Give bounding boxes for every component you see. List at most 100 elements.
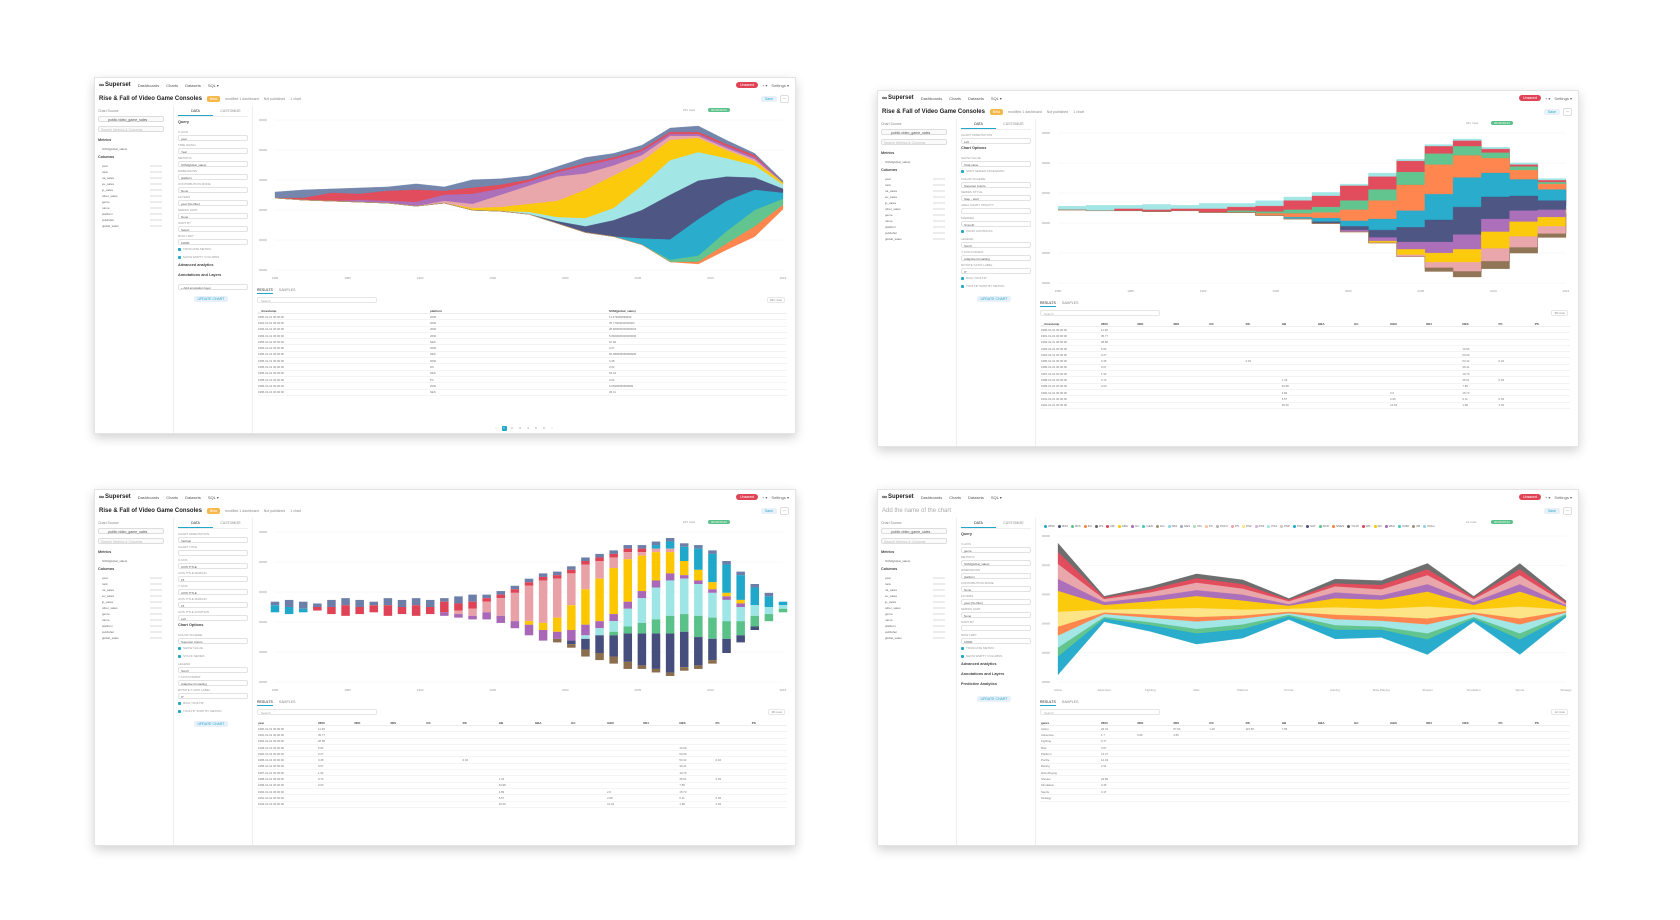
nav-dashboards[interactable]: Dashboards [920, 95, 943, 101]
control-section-header[interactable]: Predictive Analytics [961, 682, 997, 686]
columns-header[interactable]: Columns [98, 567, 115, 571]
column-item[interactable]: name [883, 617, 945, 622]
save-button[interactable]: Save [761, 96, 777, 102]
chart-title[interactable]: Add the name of the chart [882, 508, 952, 514]
page-button[interactable]: 4 [527, 426, 529, 430]
new-menu[interactable]: + ▾ [761, 82, 768, 88]
meta-item[interactable]: Not published [263, 97, 286, 101]
column-item[interactable]: year [100, 575, 162, 580]
legend-item[interactable]: SNES [1332, 524, 1344, 528]
column-header[interactable]: GB [1280, 321, 1317, 327]
control-input[interactable]: None [961, 612, 1031, 618]
checkbox-row[interactable]: SHOW VALUE [178, 646, 248, 650]
control-input[interactable]: Scroll [178, 667, 248, 673]
control-input[interactable]: year [178, 135, 248, 141]
checkbox-icon[interactable] [178, 646, 181, 650]
column-item[interactable]: publisher [883, 629, 945, 634]
tab-results[interactable]: RESULTS [1040, 301, 1056, 307]
checkbox-row[interactable]: RICH TOOLTIP [178, 701, 248, 705]
chart-title[interactable]: Rise & Fall of Video Game Consoles [882, 109, 985, 115]
control-input[interactable]: Superset Colors [961, 182, 1031, 188]
column-header[interactable]: PS [1533, 720, 1570, 726]
control-input[interactable]: Adaptive formatting [961, 255, 1031, 261]
column-header[interactable]: 2600 [317, 720, 354, 726]
column-header[interactable]: 2600 [1100, 720, 1137, 726]
update-chart-button[interactable]: UPDATE CHART [977, 296, 1011, 302]
metric-item[interactable]: SUM(global_sales) [100, 558, 162, 563]
column-item[interactable]: platform [883, 623, 945, 628]
meta-item[interactable]: modified 1 dashboard [225, 97, 259, 101]
column-item[interactable]: name [100, 617, 162, 622]
legend-item[interactable]: DS [1095, 524, 1103, 528]
column-header[interactable]: 3DS [1172, 321, 1209, 327]
metrics-header[interactable]: Metrics [881, 151, 895, 155]
control-section-header[interactable]: Advanced analytics [178, 263, 214, 267]
control-input[interactable]: None [178, 187, 248, 193]
superset-logo[interactable]: ∞ Superset [882, 95, 914, 102]
columns-header[interactable]: Columns [881, 567, 898, 571]
legend-item[interactable]: PS2 [1241, 524, 1252, 528]
control-input[interactable] [178, 550, 248, 556]
column-item[interactable]: genre [100, 199, 162, 204]
dataset-selector[interactable]: public.video_game_sales [881, 528, 947, 534]
control-input[interactable]: 15 [178, 576, 248, 582]
column-header[interactable]: 3DO [353, 720, 390, 726]
column-header[interactable]: GEN [606, 720, 643, 726]
column-header[interactable]: year [257, 720, 317, 726]
page-button[interactable]: 6 [543, 426, 545, 430]
update-chart-button[interactable]: UPDATE CHART [977, 696, 1011, 702]
column-item[interactable]: other_sales [883, 605, 945, 610]
legend-item[interactable]: DC [1083, 524, 1092, 528]
tab-customize[interactable]: CUSTOMIZE [220, 521, 241, 525]
legend-item[interactable]: PS [1230, 524, 1239, 528]
column-header[interactable]: DS [461, 720, 498, 726]
column-item[interactable]: other_sales [883, 206, 945, 211]
legend-item[interactable]: PS4 [1267, 524, 1277, 528]
new-menu[interactable]: + ▾ [761, 494, 768, 500]
more-options-icon[interactable]: ⋯ [1563, 507, 1572, 515]
checkbox-row[interactable]: STACK SERIES [178, 654, 248, 658]
control-input[interactable]: Step - start [961, 195, 1031, 201]
legend-item[interactable]: SAT [1306, 524, 1316, 528]
checkbox-icon[interactable] [178, 701, 181, 705]
nav-sql[interactable]: SQL ▾ [207, 82, 219, 88]
column-header[interactable]: __timestamp [1040, 321, 1100, 327]
settings-menu[interactable]: Settings ▾ [771, 82, 789, 88]
column-header[interactable]: platform [429, 308, 608, 314]
column-header[interactable]: DC [1208, 321, 1245, 327]
column-item[interactable]: publisher [883, 230, 945, 235]
column-header[interactable]: PC [714, 720, 751, 726]
control-input[interactable]: 0° [178, 693, 248, 699]
control-input[interactable] [961, 625, 1031, 631]
column-item[interactable]: platform [100, 211, 162, 216]
column-item[interactable]: platform [883, 224, 945, 229]
control-section-header[interactable]: Chart Options [178, 623, 204, 627]
search-metrics-input[interactable]: Search Metrics & Columns [98, 538, 164, 544]
column-item[interactable]: eu_sales [100, 593, 162, 598]
column-header[interactable]: 2600 [1100, 321, 1137, 327]
nav-datasets[interactable]: Datasets [968, 494, 984, 500]
tab-customize[interactable]: CUSTOMIZE [1003, 122, 1024, 126]
meta-item[interactable]: Not published [1046, 110, 1069, 114]
page-button[interactable]: 2 [511, 426, 513, 430]
checkbox-icon[interactable] [961, 284, 964, 288]
legend-item[interactable]: GG [1155, 524, 1165, 528]
nav-sql[interactable]: SQL ▾ [990, 95, 1002, 101]
column-item[interactable]: jp_sales [883, 599, 945, 604]
more-options-icon[interactable]: ⋯ [1563, 108, 1572, 116]
dataset-selector[interactable]: public.video_game_sales [98, 528, 164, 534]
column-header[interactable]: DC [1208, 720, 1245, 726]
search-metrics-input[interactable]: Search Metrics & Columns [881, 139, 947, 145]
legend-item[interactable]: GB [1106, 524, 1115, 528]
tab-data[interactable]: DATA [961, 518, 996, 528]
search-metrics-input[interactable]: Search Metrics & Columns [98, 126, 164, 132]
results-search-input[interactable]: Search [257, 709, 377, 715]
legend-item[interactable]: PS3 [1254, 524, 1264, 528]
legend-item[interactable]: N64 [1167, 524, 1177, 528]
control-input[interactable]: AXIS TITLE [178, 589, 248, 595]
checkbox-row[interactable]: SHOW EMPTY COLUMNS [178, 255, 248, 259]
search-metrics-input[interactable]: Search Metrics & Columns [881, 538, 947, 544]
control-input[interactable]: genre [961, 547, 1031, 553]
column-item[interactable]: other_sales [100, 193, 162, 198]
control-input[interactable]: SUM(global_sales) [178, 161, 248, 167]
